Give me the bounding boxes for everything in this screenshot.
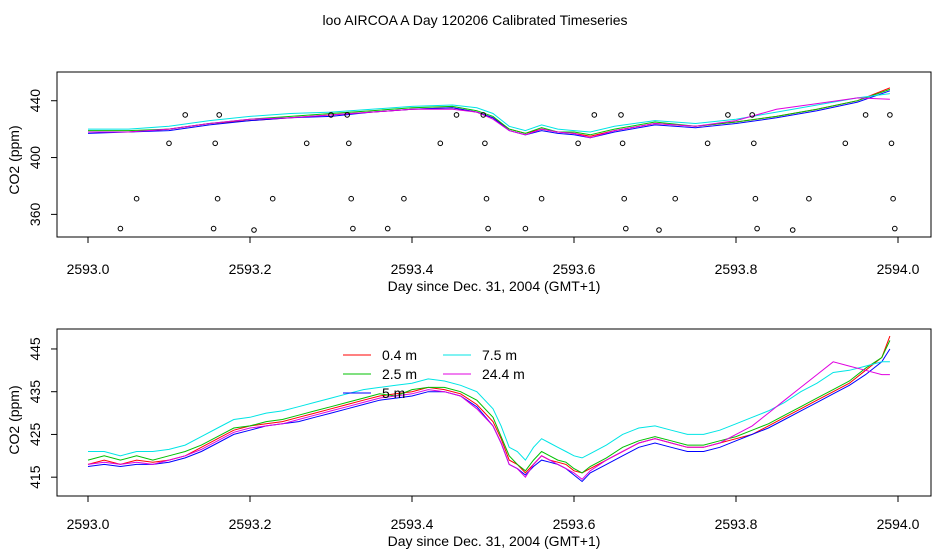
raw-point bbox=[749, 112, 756, 118]
top-series-lines bbox=[87, 87, 891, 139]
raw-point bbox=[618, 112, 624, 118]
top-y-axis: 360 400 440 bbox=[27, 89, 58, 227]
x-tick-label: 2593.4 bbox=[391, 516, 434, 532]
raw-point bbox=[485, 225, 491, 232]
raw-point bbox=[182, 112, 188, 118]
raw-point bbox=[401, 195, 407, 202]
raw-point bbox=[117, 225, 124, 232]
raw-point bbox=[344, 112, 351, 118]
bottom-x-axis: 2593.0 2593.2 2593.4 2593.6 2593.8 2594.0 bbox=[67, 495, 920, 532]
chart-title: loo AIRCOA A Day 120206 Calibrated Times… bbox=[322, 12, 627, 28]
raw-point bbox=[269, 195, 276, 202]
series-line-2-5-m bbox=[87, 340, 891, 474]
raw-point bbox=[575, 140, 581, 147]
raw-point bbox=[806, 195, 812, 202]
top-plot-frame bbox=[56, 71, 932, 238]
x-tick-label: 2593.2 bbox=[229, 261, 272, 277]
raw-point bbox=[656, 227, 662, 233]
bottom-panel: 2593.0 2593.2 2593.4 2593.6 2593.8 2594.0 415… bbox=[6, 328, 932, 549]
x-tick-label: 2593.8 bbox=[715, 261, 758, 277]
y-tick-label: 440 bbox=[27, 89, 43, 113]
legend-label: 0.4 m bbox=[382, 347, 417, 363]
raw-point bbox=[303, 140, 310, 147]
raw-point bbox=[348, 195, 355, 202]
x-tick-label: 2593.4 bbox=[391, 261, 434, 277]
raw-point bbox=[453, 112, 460, 118]
raw-point bbox=[842, 140, 849, 147]
raw-point bbox=[887, 112, 893, 118]
top-raw-points bbox=[117, 112, 898, 233]
series-line-7-5-m bbox=[88, 361, 890, 461]
y-tick-label: 360 bbox=[27, 203, 43, 227]
raw-point bbox=[350, 225, 356, 232]
raw-point bbox=[214, 195, 221, 202]
series-line-24-4-m bbox=[88, 97, 890, 139]
top-panel: 2593.0 2593.2 2593.4 2593.6 2593.8 2594.0 360… bbox=[6, 71, 932, 294]
raw-point bbox=[672, 195, 679, 202]
y-tick-label: 425 bbox=[27, 423, 43, 447]
x-tick-label: 2593.2 bbox=[229, 516, 272, 532]
x-tick-label: 2594.0 bbox=[877, 516, 920, 532]
series-line-7-5-m bbox=[88, 93, 890, 133]
raw-point bbox=[789, 227, 796, 233]
raw-point bbox=[251, 227, 257, 233]
raw-point bbox=[216, 112, 222, 118]
raw-point bbox=[862, 112, 869, 118]
raw-point bbox=[384, 225, 391, 232]
legend-label: 2.5 m bbox=[382, 366, 417, 382]
raw-point bbox=[621, 195, 628, 202]
y-tick-label: 415 bbox=[27, 465, 43, 489]
raw-point bbox=[751, 140, 757, 147]
series-line-24-4-m bbox=[87, 361, 890, 480]
raw-point bbox=[480, 112, 487, 118]
legend-label: 5 m bbox=[382, 385, 405, 401]
raw-point bbox=[210, 225, 217, 232]
legend-label: 24.4 m bbox=[482, 366, 525, 382]
y-tick-label: 435 bbox=[27, 380, 43, 404]
raw-point bbox=[754, 225, 760, 232]
raw-point bbox=[892, 225, 898, 232]
top-x-axis: 2593.0 2593.2 2593.4 2593.6 2593.8 2594.0 bbox=[67, 236, 920, 277]
top-y-axis-label: CO2 (ppm) bbox=[6, 125, 22, 194]
x-tick-label: 2593.6 bbox=[553, 516, 596, 532]
raw-point bbox=[522, 225, 529, 232]
legend: 0.4 m 2.5 m 5 m 7.5 m 24.4 m bbox=[343, 347, 525, 401]
bottom-series-lines bbox=[87, 335, 891, 483]
bottom-y-axis: 415 425 435 445 bbox=[27, 337, 58, 489]
raw-point bbox=[133, 195, 140, 202]
raw-point bbox=[538, 195, 545, 202]
raw-point bbox=[166, 140, 172, 147]
legend-label: 7.5 m bbox=[482, 347, 517, 363]
bottom-x-axis-label: Day since Dec. 31, 2004 (GMT+1) bbox=[388, 533, 601, 549]
raw-point bbox=[623, 225, 629, 232]
raw-point bbox=[725, 112, 731, 118]
raw-point bbox=[619, 140, 626, 147]
raw-point bbox=[437, 140, 444, 147]
raw-point bbox=[888, 140, 895, 147]
x-tick-label: 2594.0 bbox=[877, 261, 920, 277]
top-x-axis-label: Day since Dec. 31, 2004 (GMT+1) bbox=[388, 278, 601, 294]
raw-point bbox=[328, 112, 334, 118]
y-tick-label: 445 bbox=[27, 337, 43, 361]
y-tick-label: 400 bbox=[27, 146, 43, 170]
series-line-5-m bbox=[87, 90, 891, 139]
raw-point bbox=[482, 140, 488, 147]
raw-point bbox=[212, 140, 218, 147]
x-tick-label: 2593.0 bbox=[67, 261, 110, 277]
x-tick-label: 2593.0 bbox=[67, 516, 110, 532]
raw-point bbox=[346, 140, 352, 147]
raw-point bbox=[890, 195, 896, 202]
bottom-y-axis-label: CO2 (ppm) bbox=[6, 385, 22, 454]
raw-point bbox=[591, 112, 598, 118]
raw-point bbox=[704, 140, 711, 147]
x-tick-label: 2593.6 bbox=[553, 261, 596, 277]
raw-point bbox=[483, 195, 490, 202]
raw-point bbox=[752, 195, 759, 202]
x-tick-label: 2593.8 bbox=[715, 516, 758, 532]
